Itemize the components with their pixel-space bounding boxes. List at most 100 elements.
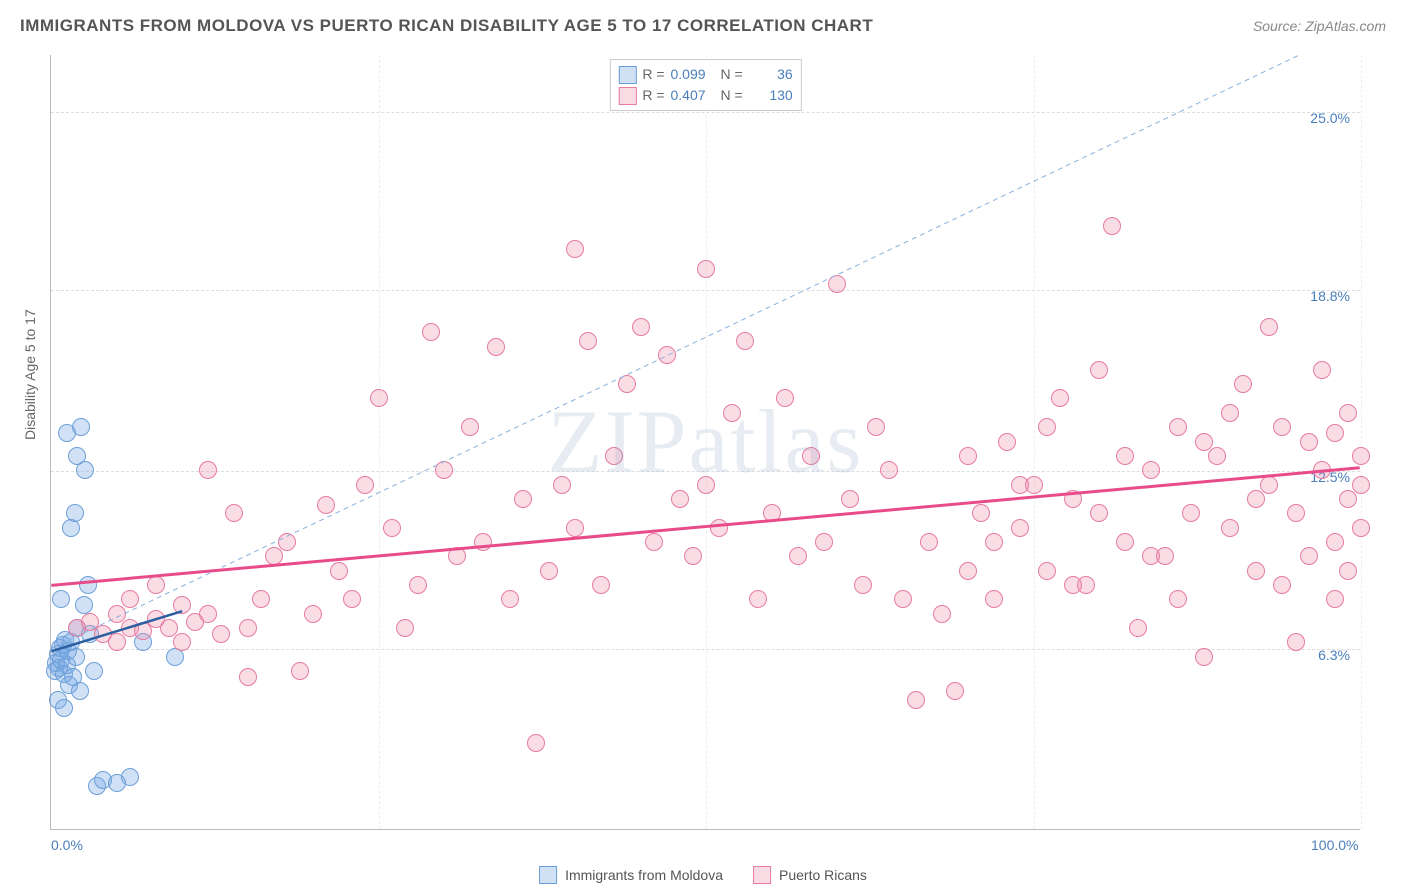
data-point (173, 633, 191, 651)
data-point (658, 346, 676, 364)
data-point (474, 533, 492, 551)
data-point (1313, 461, 1331, 479)
n-label: N = (721, 85, 743, 106)
data-point (946, 682, 964, 700)
data-point (553, 476, 571, 494)
data-point (75, 596, 93, 614)
data-point (1116, 533, 1134, 551)
r-label: R = (642, 85, 664, 106)
legend-series-label: Puerto Ricans (779, 867, 867, 883)
data-point (225, 504, 243, 522)
data-point (121, 590, 139, 608)
data-point (540, 562, 558, 580)
x-gridline (706, 55, 707, 829)
data-point (1195, 433, 1213, 451)
r-label: R = (642, 64, 664, 85)
data-point (894, 590, 912, 608)
data-point (959, 447, 977, 465)
legend-stats: R =0.099N =36R =0.407N =130 (609, 59, 801, 111)
x-gridline (379, 55, 380, 829)
data-point (1352, 476, 1370, 494)
data-point (1116, 447, 1134, 465)
data-point (514, 490, 532, 508)
data-point (1182, 504, 1200, 522)
data-point (1195, 648, 1213, 666)
data-point (304, 605, 322, 623)
data-point (265, 547, 283, 565)
y-tick-label: 18.8% (1310, 288, 1350, 304)
data-point (1208, 447, 1226, 465)
data-point (501, 590, 519, 608)
data-point (710, 519, 728, 537)
legend-stat-row: R =0.099N =36 (618, 64, 792, 85)
data-point (723, 404, 741, 422)
data-point (461, 418, 479, 436)
n-value: 130 (749, 85, 793, 106)
data-point (1064, 490, 1082, 508)
data-point (920, 533, 938, 551)
data-point (1300, 547, 1318, 565)
data-point (448, 547, 466, 565)
data-point (343, 590, 361, 608)
data-point (487, 338, 505, 356)
data-point (789, 547, 807, 565)
data-point (998, 433, 1016, 451)
data-point (55, 699, 73, 717)
data-point (566, 519, 584, 537)
data-point (1011, 519, 1029, 537)
data-point (76, 461, 94, 479)
data-point (749, 590, 767, 608)
data-point (239, 668, 257, 686)
data-point (1064, 576, 1082, 594)
data-point (370, 389, 388, 407)
x-tick-label: 100.0% (1311, 837, 1358, 853)
title-bar: IMMIGRANTS FROM MOLDOVA VS PUERTO RICAN … (20, 16, 1386, 36)
data-point (566, 240, 584, 258)
data-point (828, 275, 846, 293)
data-point (160, 619, 178, 637)
data-point (972, 504, 990, 522)
data-point (854, 576, 872, 594)
legend-swatch (753, 866, 771, 884)
legend-swatch (539, 866, 557, 884)
data-point (1339, 490, 1357, 508)
data-point (79, 576, 97, 594)
data-point (1273, 418, 1291, 436)
data-point (1326, 533, 1344, 551)
data-point (1038, 562, 1056, 580)
data-point (671, 490, 689, 508)
data-point (58, 424, 76, 442)
data-point (867, 418, 885, 436)
data-point (52, 590, 70, 608)
data-point (907, 691, 925, 709)
data-point (1247, 490, 1265, 508)
data-point (212, 625, 230, 643)
x-tick-label: 0.0% (51, 837, 83, 853)
data-point (199, 605, 217, 623)
y-tick-label: 25.0% (1310, 110, 1350, 126)
data-point (1326, 424, 1344, 442)
data-point (1273, 576, 1291, 594)
data-point (356, 476, 374, 494)
x-gridline (1361, 55, 1362, 829)
data-point (252, 590, 270, 608)
data-point (435, 461, 453, 479)
data-point (697, 476, 715, 494)
data-point (1142, 547, 1160, 565)
data-point (527, 734, 545, 752)
data-point (802, 447, 820, 465)
data-point (776, 389, 794, 407)
data-point (697, 260, 715, 278)
data-point (763, 504, 781, 522)
data-point (632, 318, 650, 336)
data-point (383, 519, 401, 537)
data-point (1352, 447, 1370, 465)
data-point (1051, 389, 1069, 407)
n-label: N = (721, 64, 743, 85)
data-point (605, 447, 623, 465)
data-point (66, 504, 84, 522)
y-axis-label: Disability Age 5 to 17 (22, 309, 38, 440)
data-point (330, 562, 348, 580)
data-point (1260, 318, 1278, 336)
data-point (1038, 418, 1056, 436)
